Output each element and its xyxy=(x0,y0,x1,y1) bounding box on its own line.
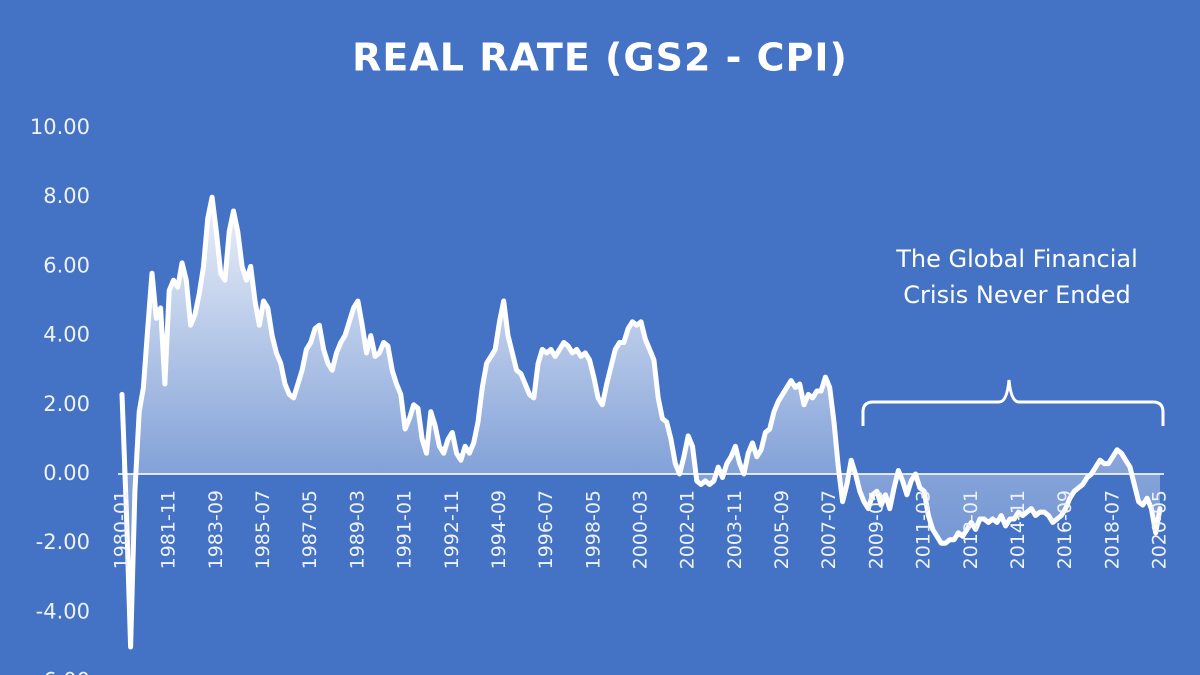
x-tick-label: 2005-09 xyxy=(771,490,793,569)
y-tick-label: -2.00 xyxy=(36,530,90,554)
y-tick-label: 8.00 xyxy=(43,184,90,208)
x-tick-label: 2016-09 xyxy=(1054,490,1076,569)
x-tick-label: 1985-07 xyxy=(252,490,274,569)
x-tick-label: 1991-01 xyxy=(394,490,416,569)
line xyxy=(119,194,1163,650)
x-tick-label: 2003-11 xyxy=(724,490,746,569)
annotation: Crisis Never Ended xyxy=(903,281,1130,309)
area xyxy=(122,197,1160,647)
y-tick-label: -4.00 xyxy=(36,599,90,623)
x-tick-label: 1998-05 xyxy=(582,490,604,569)
x-tick-label: 2020-05 xyxy=(1149,490,1171,569)
x-tick-label: 2018-07 xyxy=(1101,490,1123,569)
x-tick-label: 2000-03 xyxy=(630,490,652,569)
x-tick-label: 1987-05 xyxy=(299,490,321,569)
x-tick-label: 1994-09 xyxy=(488,490,510,569)
y-tick-label: 10.00 xyxy=(30,115,90,139)
x-tick-label: 2002-01 xyxy=(677,490,699,569)
x-tick-label: 1992-11 xyxy=(441,490,463,569)
y-tick-label: 0.00 xyxy=(43,461,90,485)
x-tick-label: 1983-09 xyxy=(205,490,227,569)
x-tick-label: 1996-07 xyxy=(535,490,557,569)
x-tick-label: 2007-07 xyxy=(818,490,840,569)
x-tick-label: 2013-01 xyxy=(960,490,982,569)
x-tick-label: 2011-03 xyxy=(913,490,935,569)
y-tick-label: 4.00 xyxy=(43,323,90,347)
y-tick-label: 6.00 xyxy=(43,253,90,277)
annotation: The Global Financial xyxy=(895,245,1138,273)
x-tick-label: 2009-05 xyxy=(865,490,887,569)
x-tick-label: 1980-01 xyxy=(111,490,133,569)
y-tick-label: -6.00 xyxy=(36,669,90,675)
brace xyxy=(861,379,1165,426)
x-tick-label: 2014-11 xyxy=(1007,490,1029,569)
chart-title: REAL RATE (GS2 - CPI) xyxy=(352,36,848,80)
x-tick-label: 1989-03 xyxy=(346,490,368,569)
y-tick-label: 2.00 xyxy=(43,392,90,416)
x-tick-label: 1981-11 xyxy=(158,490,180,569)
